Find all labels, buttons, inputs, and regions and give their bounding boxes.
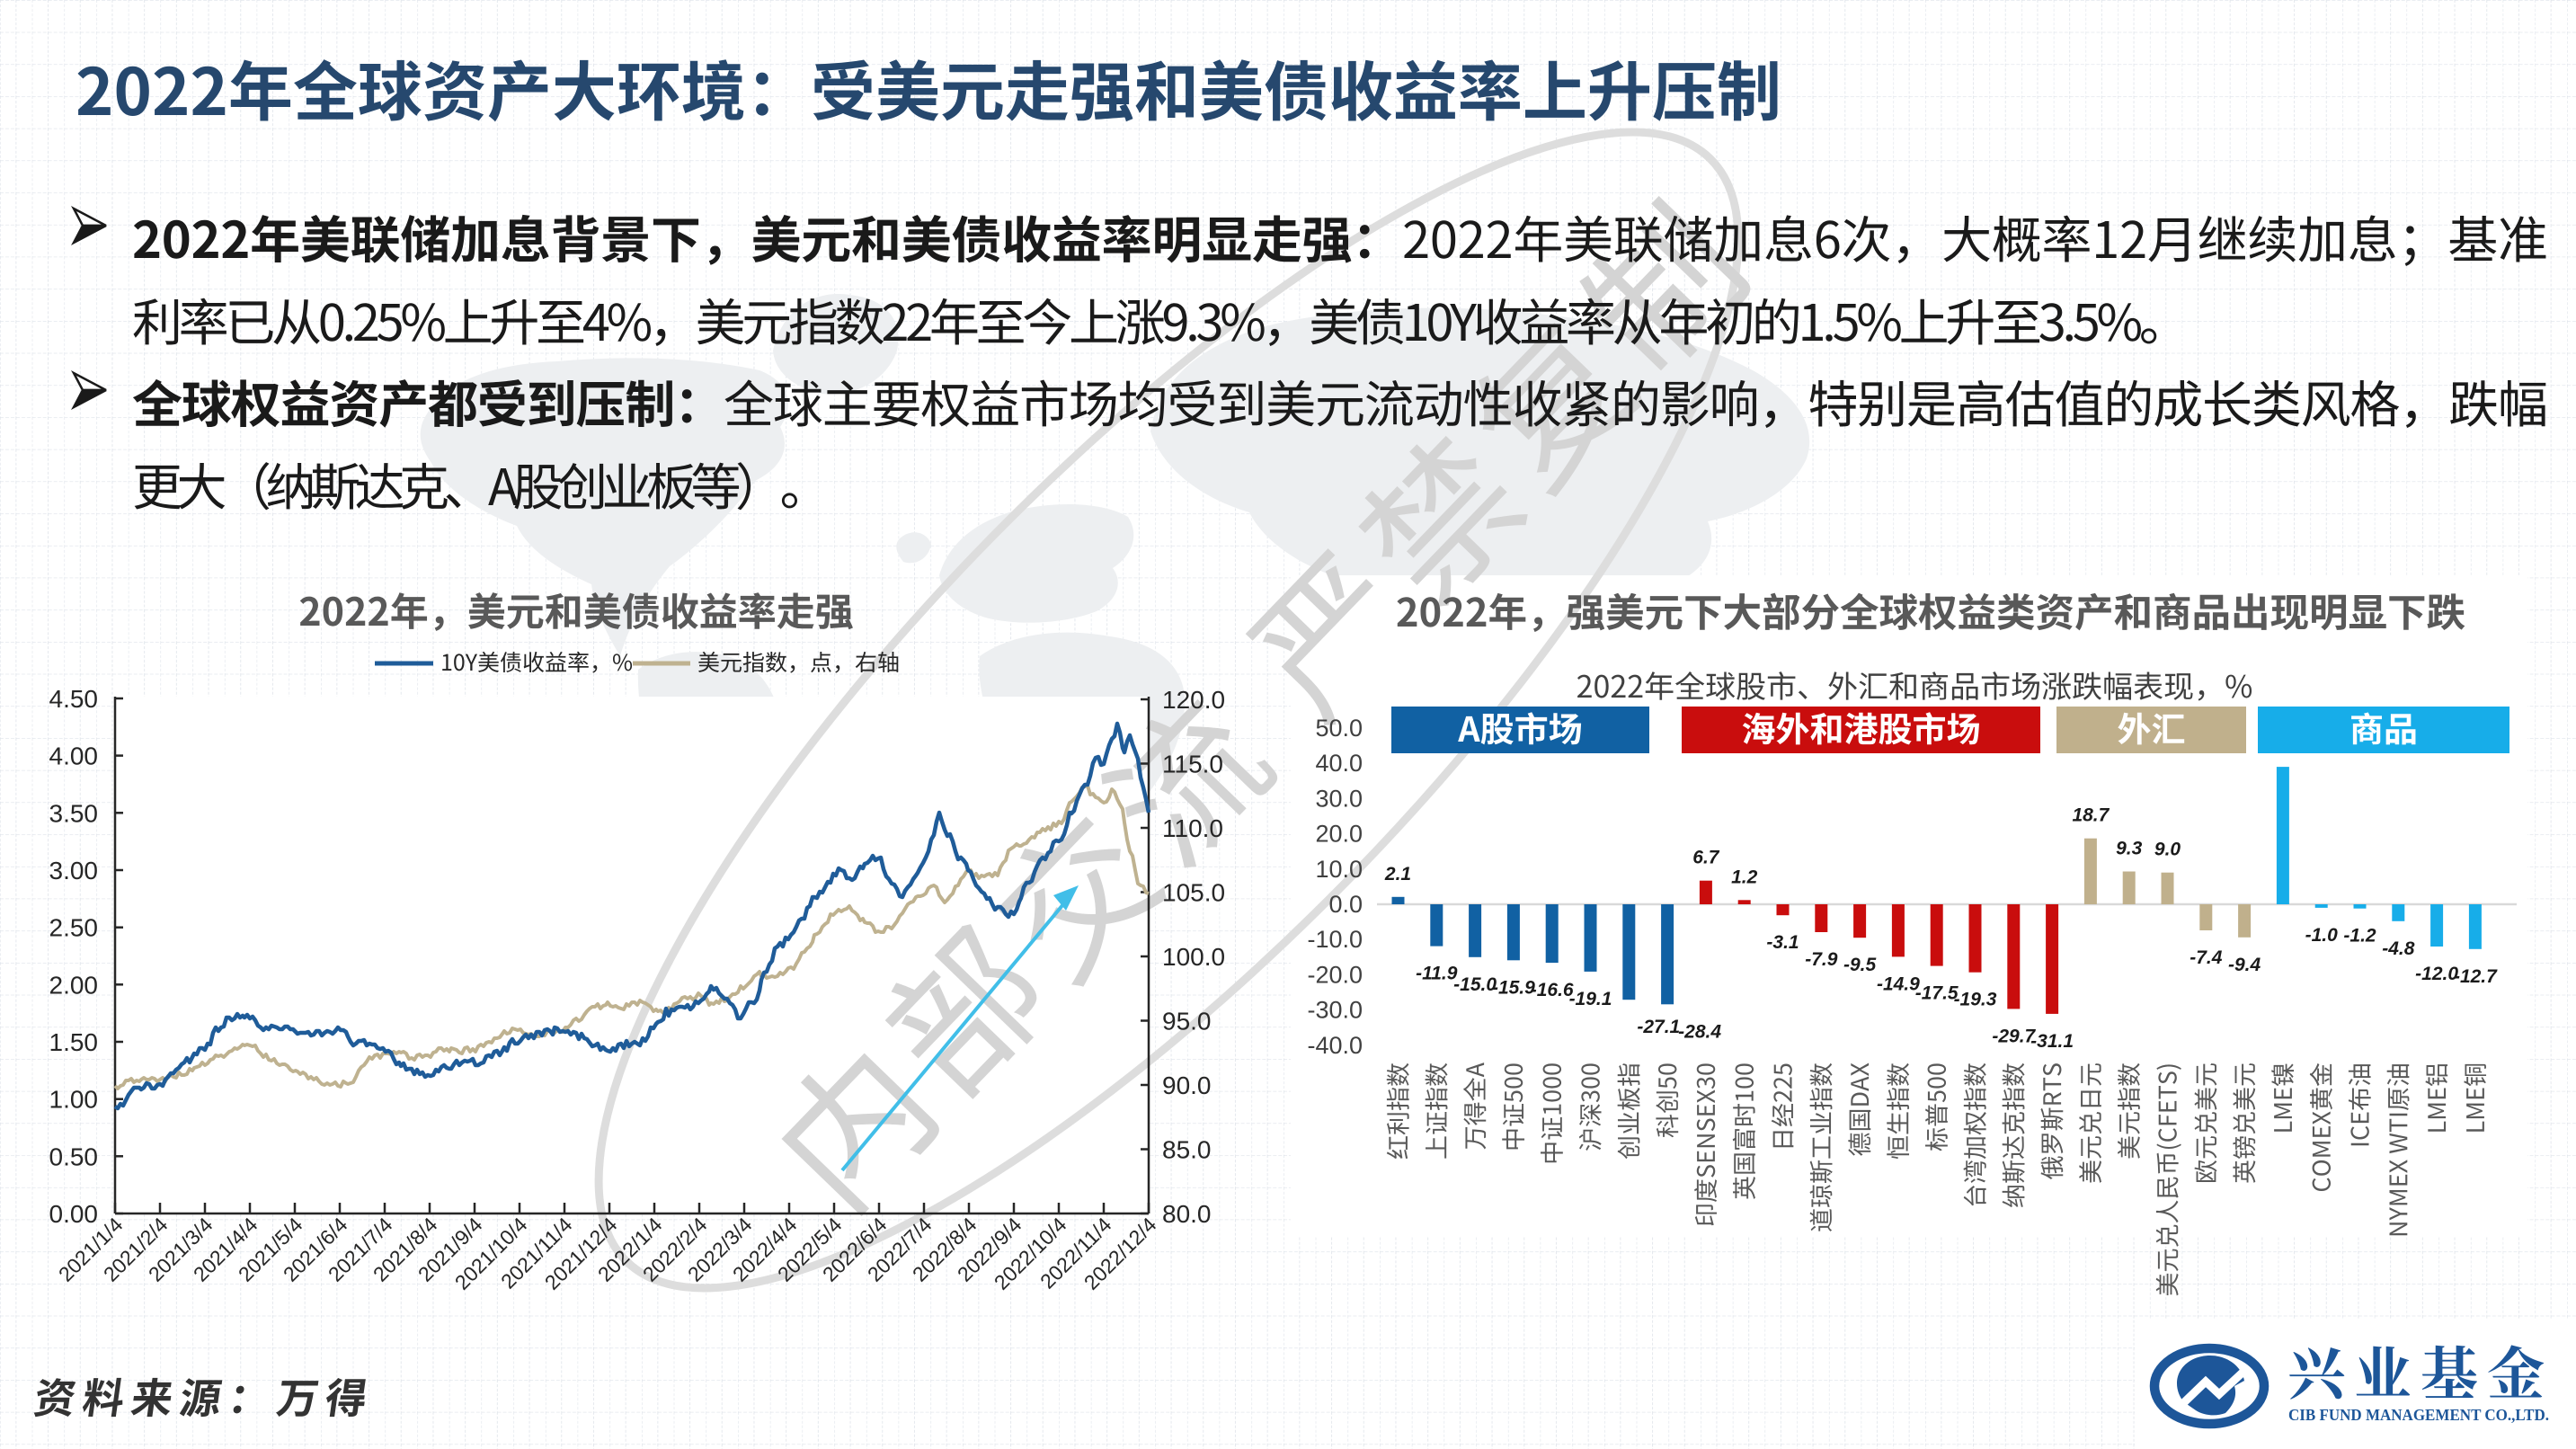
svg-text:-20.0: -20.0 [1307, 961, 1363, 988]
svg-text:-1.0: -1.0 [2305, 925, 2339, 946]
svg-text:1.50: 1.50 [49, 1028, 99, 1056]
svg-text:4.00: 4.00 [49, 742, 99, 770]
svg-text:4.50: 4.50 [49, 685, 99, 713]
svg-text:20.0: 20.0 [1315, 821, 1363, 848]
svg-text:115.0: 115.0 [1162, 751, 1223, 778]
svg-text:9.3: 9.3 [2116, 839, 2143, 859]
svg-text:1.2: 1.2 [1731, 867, 1758, 887]
svg-text:40.0: 40.0 [1315, 750, 1363, 777]
svg-text:6.7: 6.7 [1692, 848, 1720, 868]
svg-text:CIB FUND MANAGEMENT CO.,LTD.: CIB FUND MANAGEMENT CO.,LTD. [2288, 1406, 2549, 1424]
svg-text:-28.4: -28.4 [1678, 1021, 1721, 1042]
svg-text:3.50: 3.50 [49, 799, 99, 827]
svg-text:-9.4: -9.4 [2228, 955, 2261, 975]
svg-text:-11.9: -11.9 [1416, 964, 1458, 984]
svg-text:-30.0: -30.0 [1307, 997, 1363, 1024]
svg-text:-10.0: -10.0 [1307, 926, 1363, 953]
svg-text:18.7: 18.7 [2072, 805, 2110, 826]
svg-text:1.00: 1.00 [49, 1086, 99, 1114]
svg-text:0.00: 0.00 [49, 1200, 99, 1228]
svg-text:-9.5: -9.5 [1843, 955, 1877, 975]
svg-text:10.0: 10.0 [1315, 856, 1363, 883]
svg-text:-7.9: -7.9 [1805, 949, 1838, 970]
svg-text:-14.9: -14.9 [1877, 973, 1920, 994]
svg-text:-12.7: -12.7 [2454, 966, 2498, 987]
svg-text:80.0: 80.0 [1162, 1200, 1212, 1228]
svg-text:-15.9: -15.9 [1492, 977, 1535, 998]
svg-text:3.00: 3.00 [49, 857, 99, 885]
svg-text:85.0: 85.0 [1162, 1136, 1212, 1164]
svg-text:-17.5: -17.5 [1915, 983, 1959, 1004]
svg-text:9.0: 9.0 [2154, 840, 2181, 860]
svg-text:-19.1: -19.1 [1569, 989, 1612, 1009]
svg-text:110.0: 110.0 [1162, 814, 1223, 842]
svg-text:-29.7: -29.7 [1992, 1026, 2036, 1046]
svg-text:-4.8: -4.8 [2382, 938, 2415, 959]
svg-text:120.0: 120.0 [1162, 686, 1225, 714]
svg-text:90.0: 90.0 [1162, 1071, 1212, 1099]
svg-text:-1.2: -1.2 [2343, 926, 2376, 947]
svg-text:-31.1: -31.1 [2030, 1031, 2074, 1052]
svg-text:105.0: 105.0 [1162, 879, 1225, 907]
svg-text:-7.4: -7.4 [2190, 947, 2223, 968]
svg-text:95.0: 95.0 [1162, 1008, 1212, 1036]
svg-text:-40.0: -40.0 [1307, 1032, 1363, 1059]
svg-text:30.0: 30.0 [1315, 785, 1363, 812]
svg-text:2.50: 2.50 [49, 914, 99, 942]
svg-text:2.00: 2.00 [49, 971, 99, 999]
svg-text:2.1: 2.1 [1384, 864, 1411, 885]
svg-text:0.0: 0.0 [1328, 891, 1363, 918]
svg-text:0.50: 0.50 [49, 1142, 99, 1170]
svg-text:-15.0: -15.0 [1453, 974, 1497, 995]
svg-text:-16.6: -16.6 [1531, 980, 1574, 1000]
svg-text:-19.3: -19.3 [1954, 990, 1997, 1010]
svg-text:-12.0: -12.0 [2415, 964, 2458, 984]
svg-text:100.0: 100.0 [1162, 943, 1225, 971]
svg-text:-3.1: -3.1 [1766, 932, 1799, 953]
svg-text:-27.1: -27.1 [1637, 1017, 1680, 1037]
svg-text:50.0: 50.0 [1315, 715, 1363, 742]
